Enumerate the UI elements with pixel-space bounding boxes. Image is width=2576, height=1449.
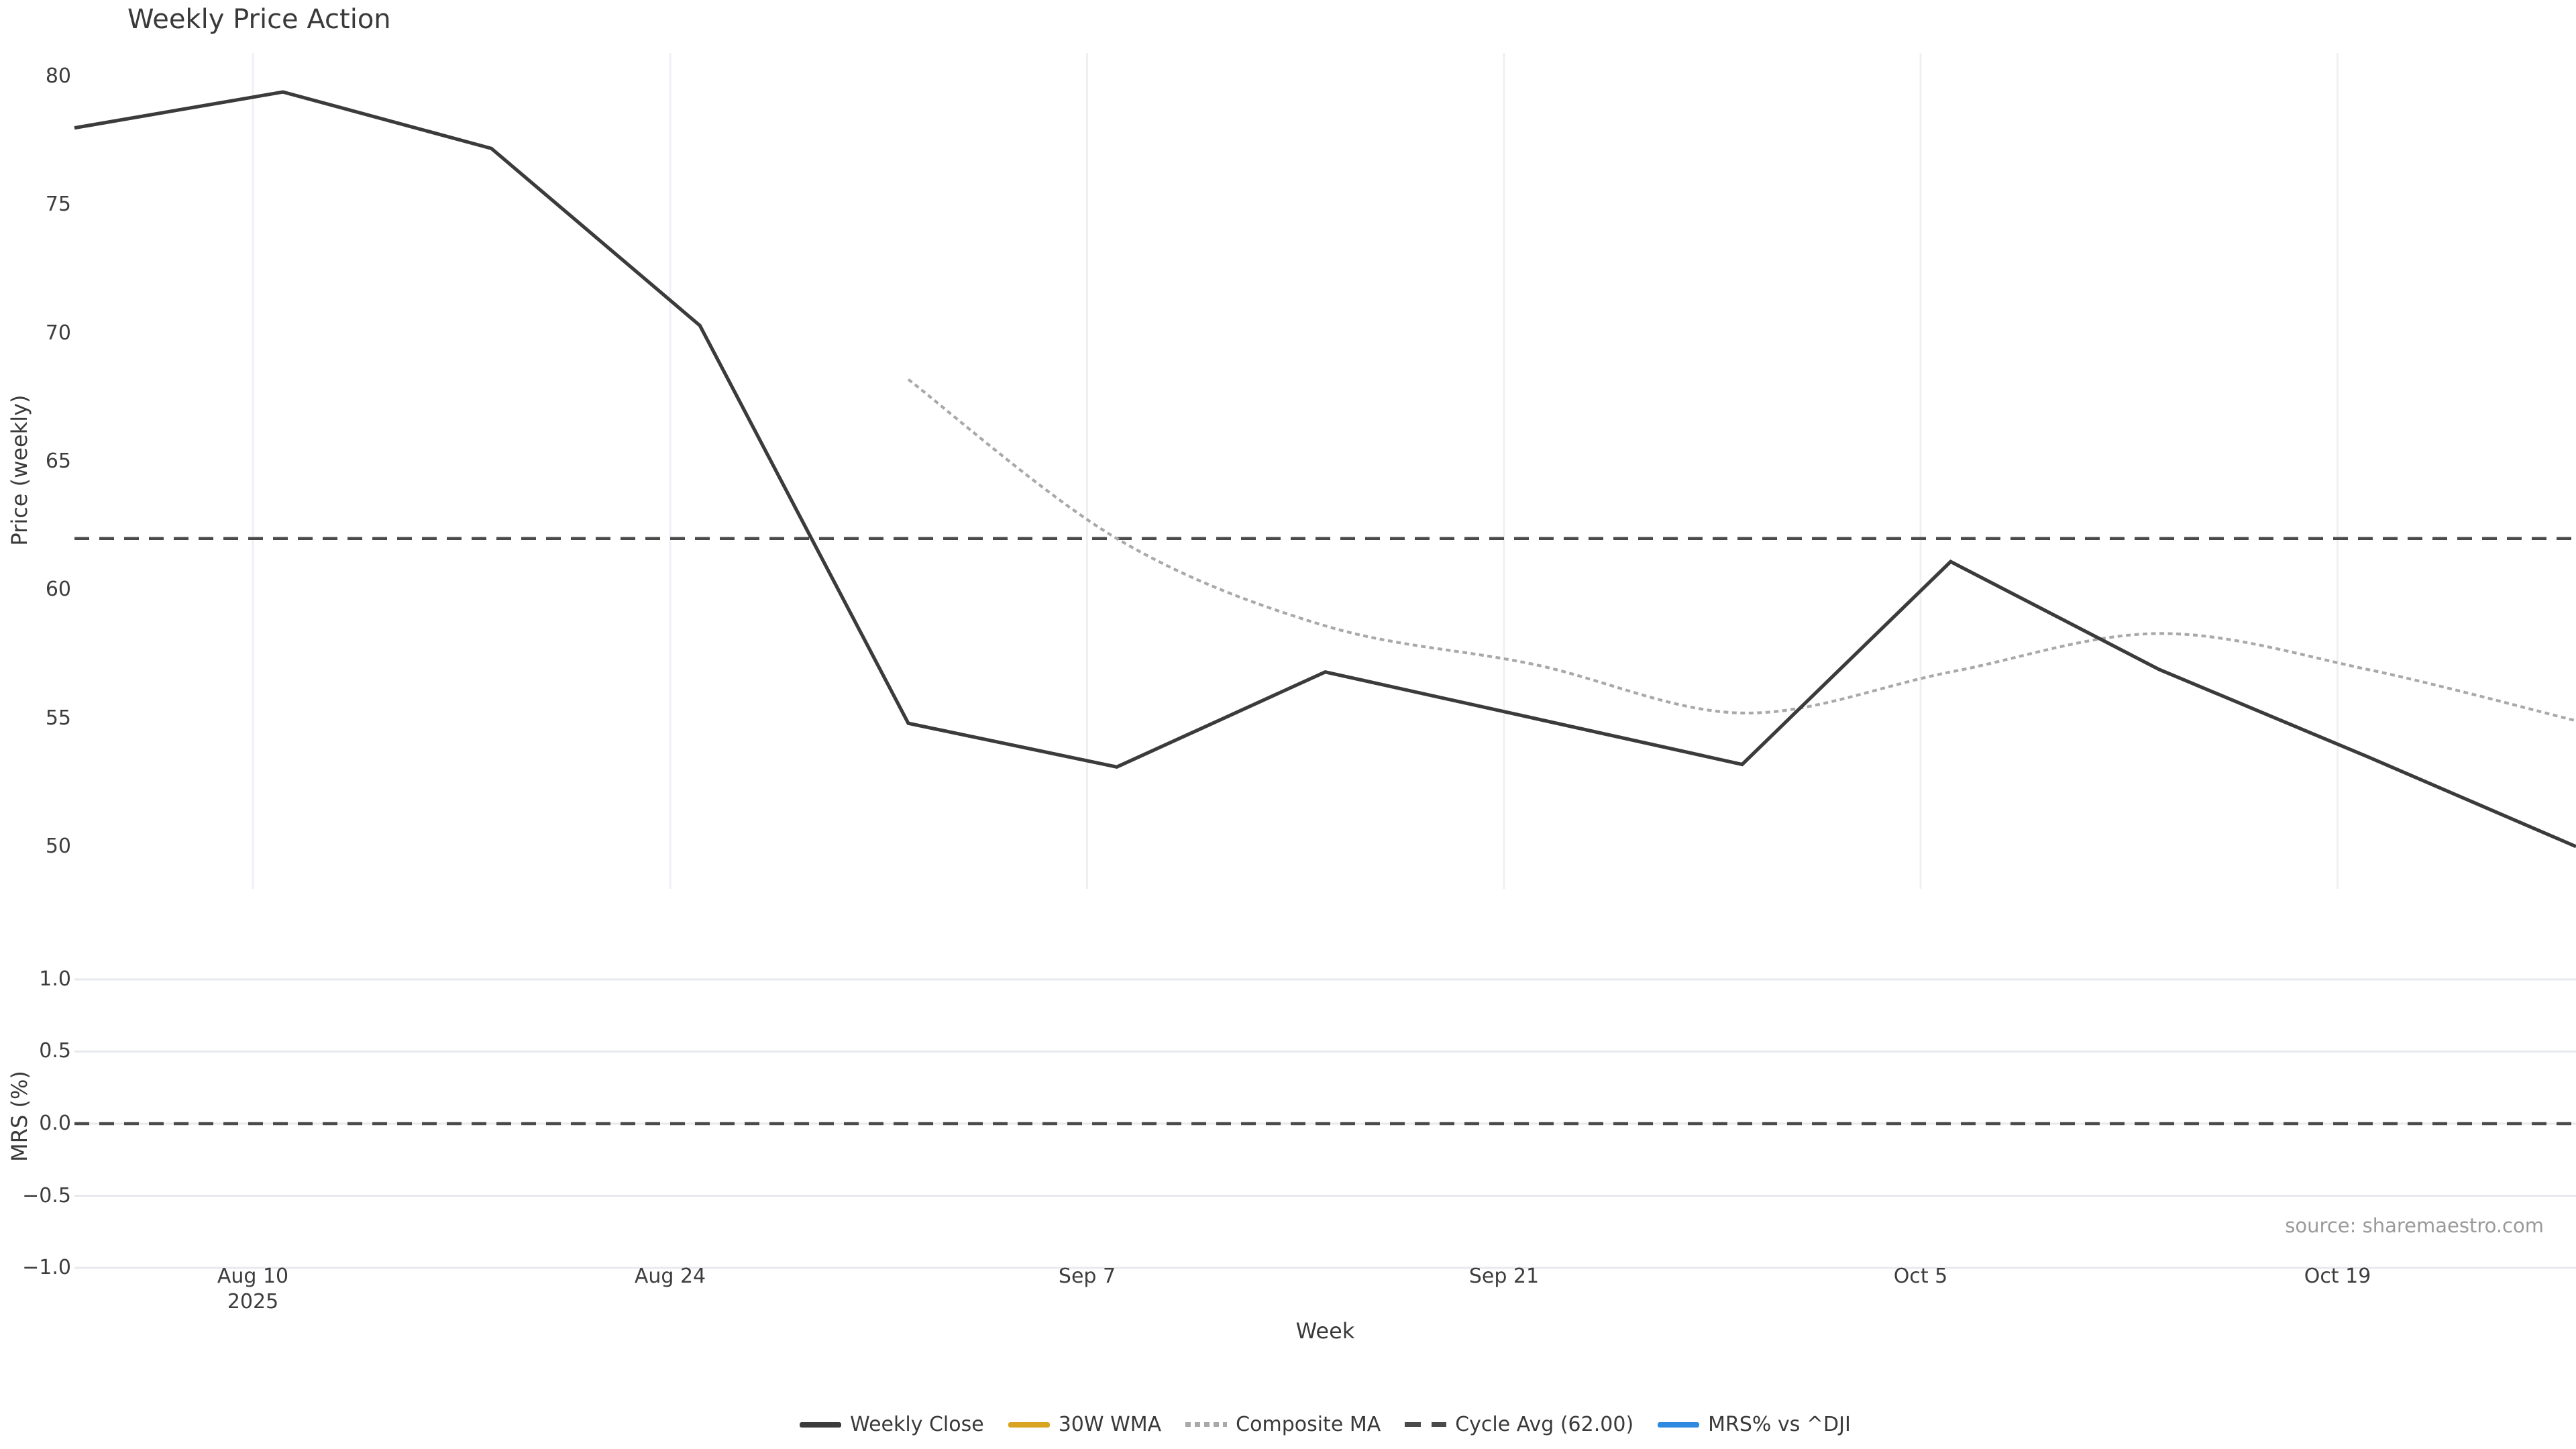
legend-swatch-solid <box>800 1421 842 1428</box>
date-xtick-line1: Oct 19 <box>2304 1265 2371 1288</box>
legend-item: Weekly Close <box>800 1413 984 1436</box>
composite-ma-line <box>907 378 2576 722</box>
legend-swatch-solid <box>1008 1421 1050 1428</box>
date-xtick: Aug 10 2025 <box>179 1264 327 1315</box>
legend-label: MRS% vs ^DJI <box>1708 1413 1851 1436</box>
price-ytick: 80 <box>45 64 71 89</box>
legend-item: Composite MA <box>1185 1413 1381 1436</box>
price-ytick: 60 <box>45 578 71 602</box>
mrs-ytick: 0.5 <box>39 1039 71 1063</box>
date-xtick-line1: Aug 24 <box>634 1265 706 1288</box>
legend-swatch-solid <box>1658 1421 1700 1428</box>
date-xtick: Sep 7 <box>1014 1264 1161 1289</box>
date-xtick-line1: Sep 7 <box>1058 1265 1116 1288</box>
chart-legend: Weekly Close 30W WMA Composite MA Cycle Avg… <box>74 1413 2576 1436</box>
price-ytick: 55 <box>45 706 71 730</box>
date-xtick-line1: Oct 5 <box>1893 1265 1948 1288</box>
mrs-ytick: −1.0 <box>22 1256 71 1280</box>
price-ytick: 65 <box>45 449 71 474</box>
legend-label: Weekly Close <box>850 1413 984 1436</box>
date-xtick-line1: Aug 10 <box>217 1265 289 1288</box>
legend-item: Cycle Avg (62.00) <box>1405 1413 1633 1436</box>
legend-label: Cycle Avg (62.00) <box>1455 1413 1634 1436</box>
date-xtick: Oct 5 <box>1847 1264 1994 1289</box>
date-xtick: Aug 24 <box>596 1264 744 1289</box>
price-ytick: 70 <box>45 321 71 345</box>
mrs-ytick: −0.5 <box>22 1183 71 1208</box>
price-ytick: 75 <box>45 193 71 217</box>
source-attribution: source: sharemaestro.com <box>2285 1214 2544 1237</box>
mrs-ytick: 0.0 <box>39 1112 71 1135</box>
price-ytick: 50 <box>45 834 71 858</box>
weekly-close-line <box>74 90 2576 849</box>
legend-swatch-dashed <box>1405 1422 1447 1427</box>
date-xtick: Oct 19 <box>2264 1264 2412 1289</box>
legend-swatch-dotted <box>1185 1422 1228 1427</box>
mrs-ytick: 1.0 <box>39 967 71 991</box>
legend-item: MRS% vs ^DJI <box>1658 1413 1851 1436</box>
date-xtick-year: 2025 <box>227 1290 279 1313</box>
week-axis-label: Week <box>1295 1318 1355 1344</box>
date-xtick: Sep 21 <box>1430 1264 1578 1289</box>
date-xtick-line1: Sep 21 <box>1468 1265 1540 1288</box>
chart-title: Weekly Price Action <box>127 4 391 35</box>
legend-label: 30W WMA <box>1058 1413 1162 1436</box>
legend-label: Composite MA <box>1236 1413 1381 1436</box>
legend-item: 30W WMA <box>1008 1413 1161 1436</box>
